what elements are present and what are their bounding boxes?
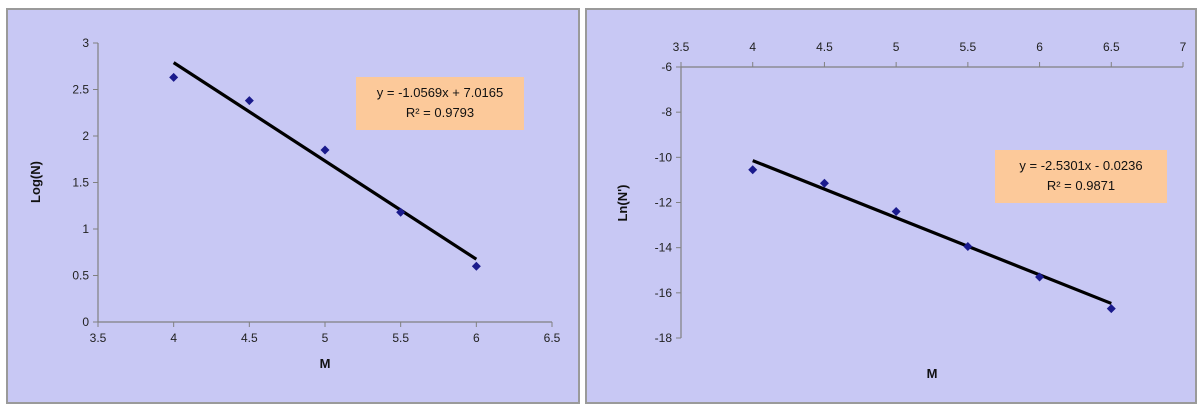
x-axis-title: M (927, 366, 938, 381)
x-tick-label: 3.5 (90, 331, 107, 345)
r-squared-label: R² = 0.9871 (1047, 178, 1115, 193)
y-tick-label: -8 (661, 105, 672, 119)
data-point (396, 207, 406, 217)
data-point (169, 72, 179, 82)
equation-box (356, 77, 524, 130)
y-tick-label: -18 (655, 331, 673, 345)
x-tick-label: 4.5 (816, 40, 833, 54)
trendline (172, 61, 478, 261)
y-tick-label: 0.5 (72, 269, 89, 283)
trendline (752, 159, 1112, 305)
equation-box (995, 150, 1167, 203)
x-tick-label: 6.5 (1103, 40, 1120, 54)
x-tick-label: 6 (1036, 40, 1043, 54)
y-tick-label: 3 (82, 36, 89, 50)
x-tick-label: 3.5 (673, 40, 690, 54)
data-point (471, 261, 481, 271)
data-point (891, 207, 901, 217)
data-point (819, 178, 829, 188)
trendline-equation: y = -2.5301x - 0.0236 (1019, 158, 1142, 173)
x-tick-label: 4 (749, 40, 756, 54)
y-tick-label: 1.5 (72, 176, 89, 190)
data-point (963, 242, 973, 252)
x-tick-label: 4.5 (241, 331, 258, 345)
ln-n-chart: 3.5 4 4.5 5 5.5 6 6.5 7 -18 -16 -14 -12 -10 -8 -6 M Ln(N… (585, 8, 1197, 404)
data-point (1035, 272, 1045, 282)
x-tick-label: 6.5 (544, 331, 561, 345)
data-point (244, 96, 254, 106)
log-n-chart: 3.5 4 4.5 5 5.5 6 6.5 0 0.5 1 1.5 2 2.5 3 M Log(N) y = -… (6, 8, 580, 404)
x-tick-label: 5 (893, 40, 900, 54)
data-point (748, 165, 758, 175)
y-tick-label: 2.5 (72, 83, 89, 97)
data-point (320, 145, 330, 155)
y-tick-label: -16 (655, 286, 673, 300)
y-tick-label: -12 (655, 196, 673, 210)
x-tick-label: 5 (322, 331, 329, 345)
y-tick-label: -10 (655, 150, 673, 164)
log-n-chart-svg: 3.5 4 4.5 5 5.5 6 6.5 0 0.5 1 1.5 2 2.5 3 M Log(N) y = -… (28, 36, 561, 371)
data-point (1106, 304, 1116, 314)
y-tick-label: 2 (82, 129, 89, 143)
y-tick-label: 0 (82, 315, 89, 329)
y-tick-label: -14 (655, 241, 673, 255)
ln-n-chart-svg: 3.5 4 4.5 5 5.5 6 6.5 7 -18 -16 -14 -12 -10 -8 -6 M Ln(N… (615, 40, 1187, 381)
x-tick-label: 7 (1180, 40, 1187, 54)
x-tick-label: 4 (170, 331, 177, 345)
y-axis-title: Ln(N') (615, 184, 630, 221)
y-axis-title: Log(N) (28, 161, 43, 203)
y-tick-label: 1 (82, 222, 89, 236)
x-tick-label: 5.5 (392, 331, 409, 345)
r-squared-label: R² = 0.9793 (406, 105, 474, 120)
x-tick-label: 5.5 (960, 40, 977, 54)
y-tick-label: -6 (661, 60, 672, 74)
trendline-equation: y = -1.0569x + 7.0165 (377, 85, 503, 100)
x-tick-label: 6 (473, 331, 480, 345)
x-axis-title: M (320, 356, 331, 371)
